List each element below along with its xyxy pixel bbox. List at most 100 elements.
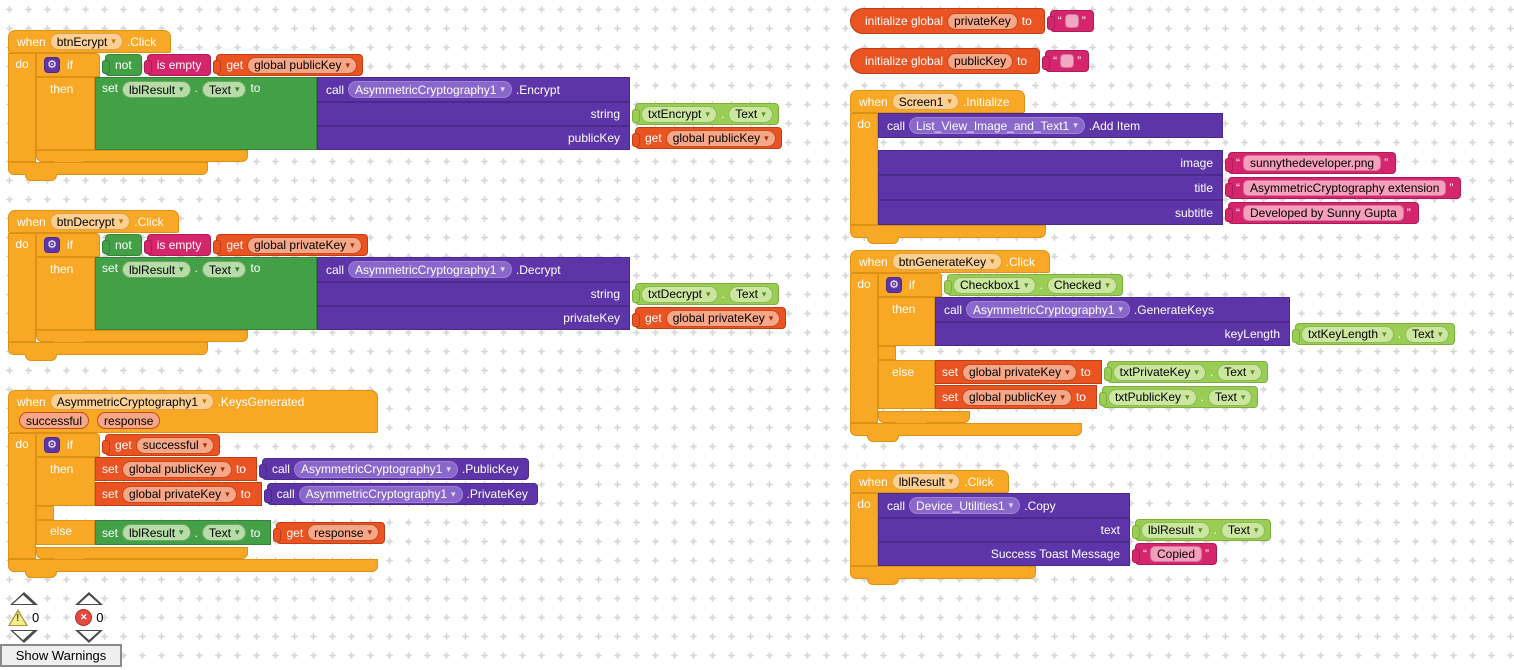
component-dropdown[interactable]: btnGenerateKey ▾ bbox=[891, 253, 1002, 270]
string-block[interactable]: “ Copied ” bbox=[1131, 543, 1218, 565]
component-dropdown[interactable]: txtDecrypt ▾ bbox=[641, 285, 718, 303]
component-dropdown[interactable]: txtPrivateKey ▾ bbox=[1112, 363, 1206, 381]
block-init-global-publicKey[interactable]: initialize global publicKey to “ ” bbox=[850, 48, 1090, 74]
variable-dropdown[interactable]: global privateKey ▾ bbox=[962, 363, 1077, 381]
empty-string-block[interactable]: “ ” bbox=[1042, 50, 1090, 72]
call-publicKey-block[interactable]: call AsymmetricCryptography1 ▾ .PublicKey bbox=[258, 458, 529, 480]
component-dropdown[interactable]: AsymmetricCryptography1 ▾ bbox=[49, 393, 214, 410]
variable-dropdown[interactable]: response ▾ bbox=[307, 524, 380, 541]
event-header[interactable]: when AsymmetricCryptography1 ▾ .KeysGener… bbox=[8, 390, 378, 433]
variable-dropdown[interactable]: global publicKey ▾ bbox=[247, 56, 357, 74]
string-text-field[interactable] bbox=[1060, 54, 1075, 68]
set-lblResult-text-block[interactable]: set lblResult ▾ . Text ▾ to bbox=[95, 77, 317, 150]
event-header[interactable]: when Screen1 ▾ .Initialize bbox=[850, 90, 1025, 113]
component-dropdown[interactable]: lblResult ▾ bbox=[1141, 521, 1210, 539]
warning-prev-button[interactable] bbox=[9, 592, 38, 605]
call-encrypt-block[interactable]: call AsymmetricCryptography1 ▾ .Encrypt s… bbox=[317, 77, 782, 150]
gear-icon[interactable]: ⚙ bbox=[44, 57, 60, 73]
component-dropdown[interactable]: lblResult ▾ bbox=[891, 473, 961, 490]
property-dropdown[interactable]: Checked ▾ bbox=[1046, 276, 1117, 294]
string-text-field[interactable]: Copied bbox=[1150, 546, 1203, 562]
event-param[interactable]: response bbox=[97, 412, 161, 429]
if-block[interactable]: ⚙ if bbox=[36, 233, 100, 257]
call-addItem-block[interactable]: call List_View_Image_and_Text1 ▾ .Add Ite… bbox=[878, 113, 1462, 225]
gear-icon[interactable]: ⚙ bbox=[886, 277, 902, 293]
property-dropdown[interactable]: Text ▾ bbox=[201, 81, 247, 98]
variable-dropdown[interactable]: global privateKey ▾ bbox=[247, 236, 362, 254]
component-dropdown[interactable]: AsymmetricCryptography1 ▾ bbox=[298, 485, 463, 503]
string-block[interactable]: “ sunnythedeveloper.png ” bbox=[1224, 151, 1397, 174]
lblResult-text-block[interactable]: lblResult ▾ . Text ▾ bbox=[1131, 519, 1272, 541]
event-header[interactable]: when btnEcrypt ▾ .Click bbox=[8, 30, 172, 53]
get-successful-block[interactable]: get successful ▾ bbox=[101, 434, 221, 456]
txtEncrypt-text-block[interactable]: txtEncrypt ▾ . Text ▾ bbox=[632, 103, 779, 125]
property-dropdown[interactable]: Text ▾ bbox=[201, 261, 247, 278]
if-block[interactable]: ⚙ if bbox=[878, 273, 942, 297]
not-block[interactable]: not bbox=[102, 54, 142, 76]
string-text-field[interactable]: sunnythedeveloper.png bbox=[1243, 154, 1382, 171]
property-dropdown[interactable]: Text ▾ bbox=[1220, 521, 1266, 539]
component-dropdown[interactable]: txtPublicKey ▾ bbox=[1107, 388, 1197, 406]
string-text-field[interactable]: Developed by Sunny Gupta bbox=[1243, 204, 1404, 221]
get-global-publicKey-block[interactable]: get global publicKey ▾ bbox=[632, 127, 782, 149]
block-when-btnGenerateKey-click[interactable]: when btnGenerateKey ▾ .Click do ⚙ if Chec… bbox=[850, 250, 1456, 442]
variable-dropdown[interactable]: global publicKey ▾ bbox=[962, 388, 1072, 406]
block-when-screen1-initialize[interactable]: when Screen1 ▾ .Initialize do call List_V… bbox=[850, 90, 1462, 244]
event-header[interactable]: when btnDecrypt ▾ .Click bbox=[8, 210, 179, 233]
component-dropdown[interactable]: btnEcrypt ▾ bbox=[49, 33, 123, 50]
get-global-privateKey-block[interactable]: get global privateKey ▾ bbox=[631, 307, 787, 329]
component-dropdown[interactable]: Device_Utilities1 ▾ bbox=[909, 497, 1021, 514]
component-dropdown[interactable]: lblResult ▾ bbox=[122, 524, 191, 541]
set-global-publicKey-block[interactable]: set global publicKey ▾ to bbox=[935, 385, 1097, 409]
variable-name-field[interactable]: publicKey bbox=[947, 52, 1014, 70]
component-dropdown[interactable]: AsymmetricCryptography1 ▾ bbox=[293, 460, 458, 478]
get-global-privateKey-block[interactable]: get global privateKey ▾ bbox=[213, 234, 368, 256]
gear-icon[interactable]: ⚙ bbox=[44, 437, 60, 453]
variable-dropdown[interactable]: global privateKey ▾ bbox=[122, 485, 237, 503]
event-header[interactable]: when lblResult ▾ .Click bbox=[850, 470, 1009, 493]
component-dropdown[interactable]: AsymmetricCryptography1 ▾ bbox=[348, 81, 512, 98]
is-empty-block[interactable]: is empty bbox=[143, 234, 212, 256]
txtPublicKey-text-block[interactable]: txtPublicKey ▾ . Text ▾ bbox=[1098, 386, 1259, 408]
variable-dropdown[interactable]: successful ▾ bbox=[135, 436, 215, 454]
get-global-publicKey-block[interactable]: get global publicKey ▾ bbox=[213, 54, 363, 76]
variable-name-field[interactable]: privateKey bbox=[947, 12, 1018, 30]
call-generateKeys-block[interactable]: call AsymmetricCryptography1 ▾ .GenerateK… bbox=[935, 297, 1456, 346]
warning-next-button[interactable] bbox=[9, 630, 38, 643]
if-block[interactable]: ⚙ if bbox=[36, 433, 100, 457]
component-dropdown[interactable]: txtEncrypt ▾ bbox=[641, 105, 717, 123]
variable-dropdown[interactable]: global publicKey ▾ bbox=[122, 460, 232, 478]
show-warnings-button[interactable]: Show Warnings bbox=[0, 644, 122, 667]
call-copy-block[interactable]: call Device_Utilities1 ▾ .Copy text lblRe… bbox=[878, 493, 1272, 566]
variable-dropdown[interactable]: global privateKey ▾ bbox=[665, 309, 781, 327]
event-header[interactable]: when btnGenerateKey ▾ .Click bbox=[850, 250, 1050, 273]
call-decrypt-block[interactable]: call AsymmetricCryptography1 ▾ .Decrypt s… bbox=[317, 257, 787, 330]
block-init-global-privateKey[interactable]: initialize global privateKey to “ ” bbox=[850, 8, 1094, 34]
not-block[interactable]: not bbox=[102, 234, 142, 256]
component-dropdown[interactable]: Screen1 ▾ bbox=[891, 93, 959, 110]
component-dropdown[interactable]: Checkbox1 ▾ bbox=[953, 276, 1036, 294]
string-block[interactable]: “ Developed by Sunny Gupta ” bbox=[1225, 201, 1419, 224]
component-dropdown[interactable]: lblResult ▾ bbox=[122, 261, 191, 278]
component-dropdown[interactable]: AsymmetricCryptography1 ▾ bbox=[348, 261, 512, 278]
string-text-field[interactable] bbox=[1064, 14, 1079, 28]
call-privateKey-block[interactable]: call AsymmetricCryptography1 ▾ .PrivateKe… bbox=[263, 483, 538, 505]
property-dropdown[interactable]: Text ▾ bbox=[728, 105, 773, 123]
component-dropdown[interactable]: lblResult ▾ bbox=[122, 81, 191, 98]
is-empty-block[interactable]: is empty bbox=[143, 54, 212, 76]
block-when-btnEcrypt-click[interactable]: when btnEcrypt ▾ .Click do ⚙ if not is em… bbox=[8, 30, 782, 181]
txtDecrypt-text-block[interactable]: txtDecrypt ▾ . Text ▾ bbox=[631, 283, 780, 305]
variable-dropdown[interactable]: global publicKey ▾ bbox=[665, 129, 776, 147]
if-block[interactable]: ⚙ if bbox=[36, 53, 100, 77]
gear-icon[interactable]: ⚙ bbox=[44, 237, 60, 253]
string-text-field[interactable]: AsymmetricCryptography extension bbox=[1243, 179, 1447, 196]
error-next-button[interactable] bbox=[75, 630, 104, 643]
set-global-privateKey-block[interactable]: set global privateKey ▾ to bbox=[95, 482, 262, 506]
set-lblResult-text-block[interactable]: set lblResult ▾ . Text ▾ to bbox=[95, 257, 317, 330]
block-when-lblResult-click[interactable]: when lblResult ▾ .Click do call Device_Ut… bbox=[850, 470, 1272, 585]
block-when-btnDecrypt-click[interactable]: when btnDecrypt ▾ .Click do ⚙ if not is e… bbox=[8, 210, 787, 361]
set-lblResult-text-block[interactable]: set lblResult ▾ . Text ▾ to bbox=[95, 520, 272, 545]
set-global-publicKey-block[interactable]: set global publicKey ▾ to bbox=[95, 457, 257, 481]
component-dropdown[interactable]: txtKeyLength ▾ bbox=[1301, 325, 1394, 343]
get-response-block[interactable]: get response ▾ bbox=[273, 521, 386, 544]
